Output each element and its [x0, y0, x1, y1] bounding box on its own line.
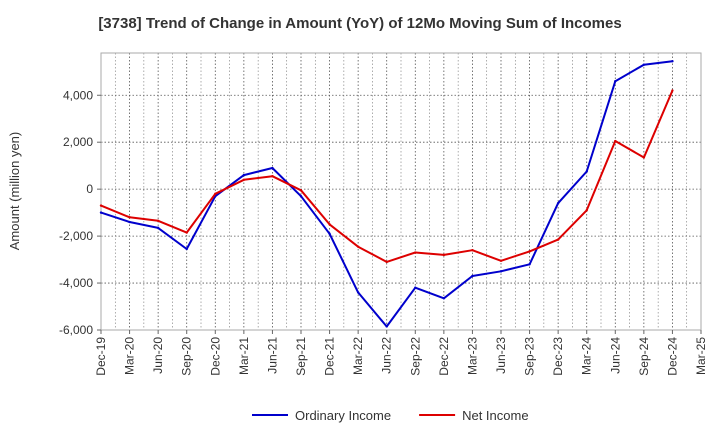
axis-layer: -6,000 -4,000 -2,000 0 2,000 4,000 Dec-19 Mar-2…	[59, 52, 708, 376]
series-layer	[99, 60, 674, 328]
x-tick-label: Sep-21	[294, 337, 308, 376]
chart-title: [3738] Trend of Change in Amount (YoY) o…	[98, 15, 622, 32]
x-tick-label: Dec-23	[551, 337, 565, 376]
y-tick-label: -2,000	[59, 229, 93, 243]
data-point-ordinary-income	[642, 63, 646, 66]
data-point-ordinary-income	[414, 286, 417, 289]
x-tick-label: Mar-25	[694, 337, 708, 375]
data-point-net-income	[99, 204, 103, 207]
x-tick-label: Sep-23	[523, 337, 537, 376]
x-tick-label: Mar-22	[351, 337, 365, 375]
y-tick-label: 2,000	[63, 135, 93, 149]
data-point-ordinary-income	[156, 226, 160, 230]
data-point-net-income	[642, 156, 646, 159]
data-point-net-income	[128, 216, 131, 219]
data-point-ordinary-income	[442, 297, 446, 300]
data-point-ordinary-income	[128, 220, 131, 224]
data-point-net-income	[414, 251, 417, 254]
data-point-ordinary-income	[185, 247, 188, 251]
x-tick-label: Mar-24	[580, 337, 594, 375]
x-tick-label: Sep-20	[180, 337, 194, 376]
data-point-ordinary-income	[385, 325, 388, 328]
legend: Ordinary Income Net Income	[252, 408, 529, 423]
data-point-net-income	[385, 260, 388, 264]
data-point-net-income	[214, 192, 217, 196]
x-tick-label: Mar-21	[237, 337, 251, 375]
data-point-net-income	[556, 238, 560, 241]
grid-layer	[100, 53, 702, 331]
data-point-net-income	[299, 189, 303, 192]
data-point-net-income	[271, 175, 274, 178]
y-axis-label: Amount (million yen)	[7, 132, 22, 251]
x-tick-label: Jun-22	[380, 337, 394, 374]
data-point-ordinary-income	[671, 60, 674, 63]
x-tick-label: Mar-23	[465, 337, 479, 375]
x-tick-label: Jun-21	[265, 337, 279, 374]
data-point-net-income	[185, 231, 188, 234]
data-point-net-income	[242, 178, 246, 181]
data-point-net-income	[585, 209, 588, 212]
plot-border	[100, 52, 702, 331]
data-point-ordinary-income	[242, 173, 246, 177]
x-tick-label: Jun-20	[151, 337, 165, 374]
data-point-net-income	[356, 245, 360, 248]
data-point-net-income	[471, 248, 474, 252]
y-tick-label: 4,000	[63, 88, 93, 102]
data-point-net-income	[528, 250, 531, 253]
x-tick-label: Mar-20	[123, 337, 137, 375]
x-tick-label: Dec-22	[437, 337, 451, 376]
data-point-net-income	[499, 259, 503, 262]
data-point-net-income	[671, 89, 674, 92]
x-tick-label: Sep-22	[408, 337, 422, 376]
data-point-net-income	[614, 139, 617, 143]
y-tick-label: 0	[86, 182, 93, 196]
data-point-net-income	[156, 219, 160, 223]
x-tick-label: Dec-24	[665, 337, 679, 376]
data-point-ordinary-income	[328, 232, 331, 235]
data-point-ordinary-income	[271, 166, 274, 170]
x-tick-label: Dec-19	[94, 337, 108, 376]
x-tick-label: Dec-20	[208, 337, 222, 376]
data-point-ordinary-income	[499, 270, 503, 273]
data-point-ordinary-income	[528, 263, 531, 266]
x-tick-label: Sep-24	[637, 337, 651, 376]
x-tick-label: Dec-21	[323, 337, 337, 376]
data-point-net-income	[442, 253, 446, 257]
data-point-ordinary-income	[471, 274, 474, 278]
y-tick-label: -4,000	[59, 276, 93, 290]
legend-label-net-income: Net Income	[462, 408, 528, 423]
data-point-ordinary-income	[614, 79, 617, 83]
data-point-net-income	[328, 223, 331, 226]
legend-label-ordinary-income: Ordinary Income	[295, 408, 391, 423]
y-tick-label: -6,000	[59, 323, 93, 337]
x-tick-label: Jun-24	[608, 337, 622, 374]
data-point-ordinary-income	[99, 211, 103, 214]
x-tick-label: Jun-23	[494, 337, 508, 374]
data-point-ordinary-income	[585, 170, 588, 173]
data-point-ordinary-income	[299, 194, 303, 198]
data-point-ordinary-income	[556, 202, 560, 205]
data-point-ordinary-income	[356, 291, 360, 294]
